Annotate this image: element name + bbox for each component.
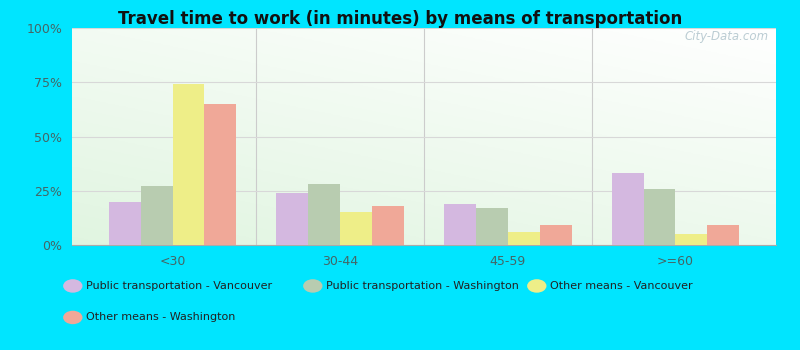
Text: Public transportation - Vancouver: Public transportation - Vancouver — [86, 281, 273, 291]
Bar — [476, 208, 508, 245]
Bar — [707, 225, 739, 245]
Bar — [173, 84, 205, 245]
Text: Other means - Vancouver: Other means - Vancouver — [550, 281, 693, 291]
Bar — [308, 184, 340, 245]
Text: Public transportation - Washington: Public transportation - Washington — [326, 281, 519, 291]
Bar — [508, 232, 540, 245]
Bar — [540, 225, 571, 245]
Bar — [675, 234, 707, 245]
Bar — [205, 104, 236, 245]
Bar — [372, 206, 404, 245]
Bar — [277, 193, 308, 245]
Bar — [444, 204, 476, 245]
Text: City-Data.com: City-Data.com — [685, 30, 769, 43]
Bar — [643, 189, 675, 245]
Text: Other means - Washington: Other means - Washington — [86, 313, 236, 322]
Bar — [141, 187, 173, 245]
Bar — [340, 212, 372, 245]
Text: Travel time to work (in minutes) by means of transportation: Travel time to work (in minutes) by mean… — [118, 10, 682, 28]
Bar — [612, 173, 643, 245]
Bar — [109, 202, 141, 245]
